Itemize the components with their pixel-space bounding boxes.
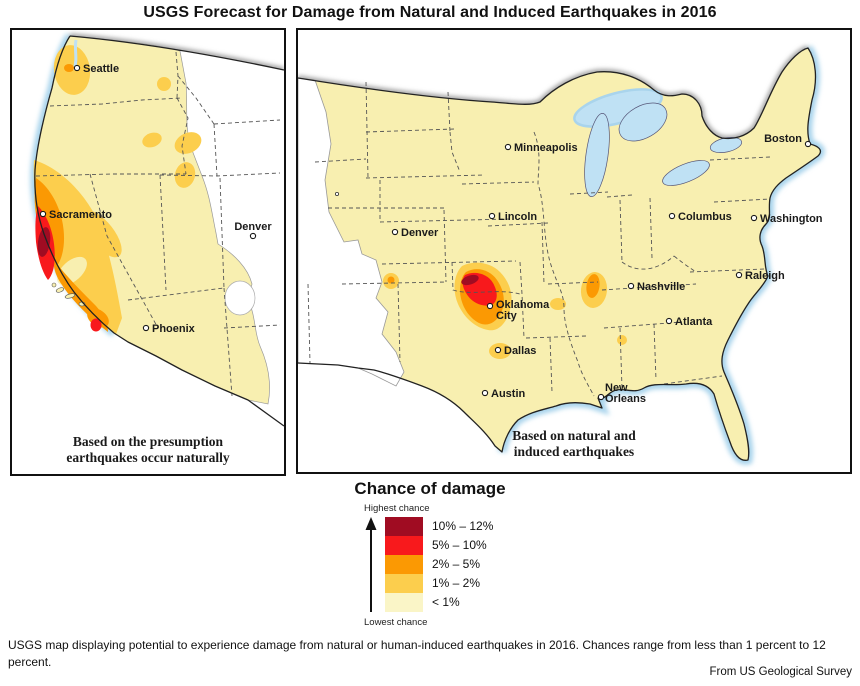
page-title: USGS Forecast for Damage from Natural an… — [143, 4, 717, 21]
state-borders-conus — [307, 81, 771, 397]
legend-class-label-2: 2% – 5% — [432, 557, 481, 571]
city-label-raleigh: Raleigh — [745, 270, 785, 282]
map-footnote: USGS map displaying potential to experie… — [8, 638, 826, 669]
new-madrid-hotspot — [580, 272, 608, 308]
city-label-denver: Denver — [401, 227, 439, 239]
city-marker-dallas — [494, 346, 502, 354]
legend-arrow-icon — [365, 517, 377, 612]
city-marker-columbus — [668, 212, 676, 220]
land-conus — [298, 48, 821, 461]
city-label-columbus: Columbus — [678, 211, 732, 223]
legend-swatch-0 — [385, 517, 423, 536]
west-map-cities: Seattle Sacramento Denver Phoenix — [39, 63, 272, 335]
legend-class-label-3: 1% – 2% — [432, 576, 481, 590]
city-label-dallas: Dallas — [504, 345, 536, 357]
oklahoma-hotspot — [454, 262, 512, 331]
great-lakes — [573, 88, 743, 197]
legend-title: Chance of damage — [354, 479, 506, 498]
city-marker-atlanta — [665, 317, 673, 325]
city-label-austin: Austin — [491, 388, 526, 400]
lake-huron — [618, 102, 668, 142]
city-marker-denver — [249, 232, 257, 240]
alabama-hotspot — [617, 335, 627, 345]
city-marker-denver — [391, 228, 399, 236]
city-label-denver: Denver — [234, 221, 272, 233]
zone-10-12pct-west — [37, 227, 51, 257]
city-label-atlanta: Atlanta — [675, 316, 713, 328]
right-map-caption: Based on natural and induced earthquakes — [512, 428, 636, 459]
legend-class-label-0: 10% – 12% — [432, 519, 494, 533]
legend-swatch-2 — [385, 555, 423, 574]
conus-map: Minneapolis Lincoln Denver Columbus Washingt… — [298, 45, 825, 465]
city-label-minneapolis: Minneapolis — [514, 142, 578, 154]
city-marker-seattle — [73, 64, 81, 72]
city-marker-raleigh — [735, 271, 743, 279]
legend-swatch-4 — [385, 593, 423, 612]
legend-swatches — [385, 517, 423, 614]
source-credit: From US Geological Survey — [709, 666, 852, 678]
city-marker-austin — [481, 389, 489, 397]
city-label-phoenix: Phoenix — [152, 323, 196, 335]
legend-labels: 10% – 12% 5% – 10% 2% – 5% 1% – 2% < 1% — [432, 517, 493, 614]
land-west-outline — [34, 35, 284, 427]
city-label-lincoln: Lincoln — [498, 211, 537, 223]
city-label-oklahoma-city: Oklahoma City — [496, 299, 550, 322]
left-map-caption: Based on the presumption earthquakes occ… — [66, 434, 230, 465]
city-label-new-orleans: New Orleans — [605, 382, 646, 405]
unlabeled-town-marker — [335, 191, 340, 196]
legend-class-label-1: 5% – 10% — [432, 538, 487, 552]
legend: Chance of damage Highest chance 10% – 12… — [0, 479, 860, 631]
lake-michigan — [584, 113, 610, 197]
city-marker-lincoln — [488, 212, 496, 220]
lake-erie — [662, 160, 710, 186]
legend-swatch-1 — [385, 536, 423, 555]
legend-class-label-4: < 1% — [432, 595, 460, 609]
city-marker-new-orleans — [597, 393, 605, 401]
land-conus-outline — [298, 47, 822, 461]
city-marker-phoenix — [142, 324, 150, 332]
right-map-panel: Minneapolis Lincoln Denver Columbus Washingt… — [296, 28, 852, 474]
city-label-seattle: Seattle — [83, 63, 119, 75]
legend-highest-label: Highest chance — [364, 503, 430, 514]
city-label-boston: Boston — [764, 133, 802, 145]
legend-lowest-label: Lowest chance — [364, 617, 428, 628]
channel-islands — [51, 282, 86, 307]
legend-scale: Highest chance 10% – 12% 5% – 10% 2% – 5% 1… — [364, 503, 493, 628]
city-marker-washington — [750, 214, 758, 222]
conus-map-cities: Minneapolis Lincoln Denver Columbus Washingt… — [391, 133, 823, 405]
arkansas-hotspot — [550, 298, 566, 310]
white-strip-west — [298, 77, 405, 387]
raton-hotspot — [383, 273, 399, 289]
west-map: Seattle Sacramento Denver Phoenix — [30, 33, 284, 427]
seattle-hotspot — [64, 64, 74, 72]
city-marker-boston — [804, 140, 812, 148]
city-marker-nashville — [627, 282, 635, 290]
city-label-nashville: Nashville — [637, 281, 685, 293]
city-marker-sacramento — [39, 210, 47, 218]
white-hole-colorado — [224, 280, 256, 316]
city-label-sacramento: Sacramento — [49, 209, 112, 221]
legend-swatch-3 — [385, 574, 423, 593]
city-marker-minneapolis — [504, 143, 512, 151]
city-label-washington: Washington — [760, 213, 823, 225]
city-marker-oklahoma-city — [486, 302, 494, 310]
state-borders-west — [35, 51, 281, 397]
left-map-panel: Seattle Sacramento Denver Phoenix Based on … — [10, 28, 286, 476]
